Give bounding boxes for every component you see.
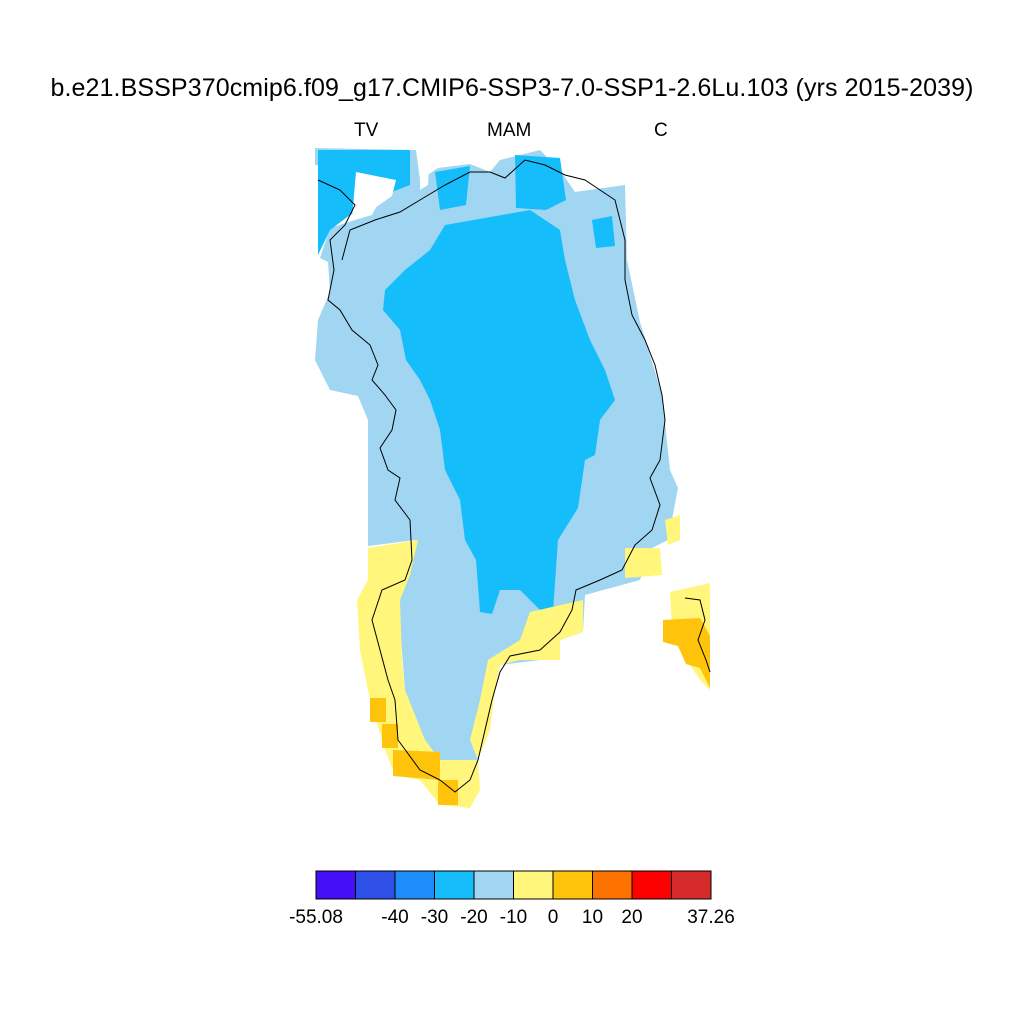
coastline-island bbox=[684, 597, 711, 673]
colorbar-box bbox=[671, 870, 712, 900]
plot-title: b.e21.BSSP370cmip6.f09_g17.CMIP6-SSP3-7.… bbox=[50, 74, 974, 102]
colorbar-label: 0 bbox=[548, 907, 559, 928]
region-orange-island bbox=[663, 618, 710, 688]
region-gap-1 bbox=[352, 172, 396, 218]
region-gap-2 bbox=[420, 150, 430, 190]
region-north-blue-4 bbox=[592, 216, 615, 248]
region-orange-2 bbox=[382, 724, 398, 748]
colorbar-box bbox=[552, 870, 593, 900]
region-yellow-east bbox=[470, 600, 583, 760]
coastline bbox=[317, 159, 666, 793]
colorbar-label: 20 bbox=[621, 907, 642, 928]
colorbar-box bbox=[592, 870, 633, 900]
colorbar-label: 37.26 bbox=[687, 907, 735, 928]
colorbar-box bbox=[355, 870, 396, 900]
colorbar-box bbox=[434, 870, 475, 900]
subtitle-center: MAM bbox=[487, 120, 532, 141]
subtitle-right: C bbox=[654, 120, 668, 141]
region-yellow-east-edge bbox=[665, 515, 680, 545]
colorbar-label: -30 bbox=[421, 907, 448, 928]
region-mid-blue bbox=[383, 210, 615, 614]
subtitle-left: TV bbox=[354, 120, 379, 141]
colorbar-label: -55.08 bbox=[289, 907, 343, 928]
colorbar-label: -20 bbox=[460, 907, 487, 928]
colorbar-box bbox=[394, 870, 435, 900]
colorbar-box bbox=[631, 870, 672, 900]
colorbar-box bbox=[315, 870, 356, 900]
colorbar-label: 10 bbox=[582, 907, 603, 928]
colorbar-box bbox=[473, 870, 514, 900]
region-orange-1 bbox=[370, 698, 386, 722]
region-yellow-southeast bbox=[625, 548, 662, 578]
colorbar-label: -10 bbox=[500, 907, 527, 928]
region-orange-4 bbox=[438, 780, 458, 805]
colorbar-label: -40 bbox=[381, 907, 408, 928]
colorbar-box bbox=[513, 870, 554, 900]
